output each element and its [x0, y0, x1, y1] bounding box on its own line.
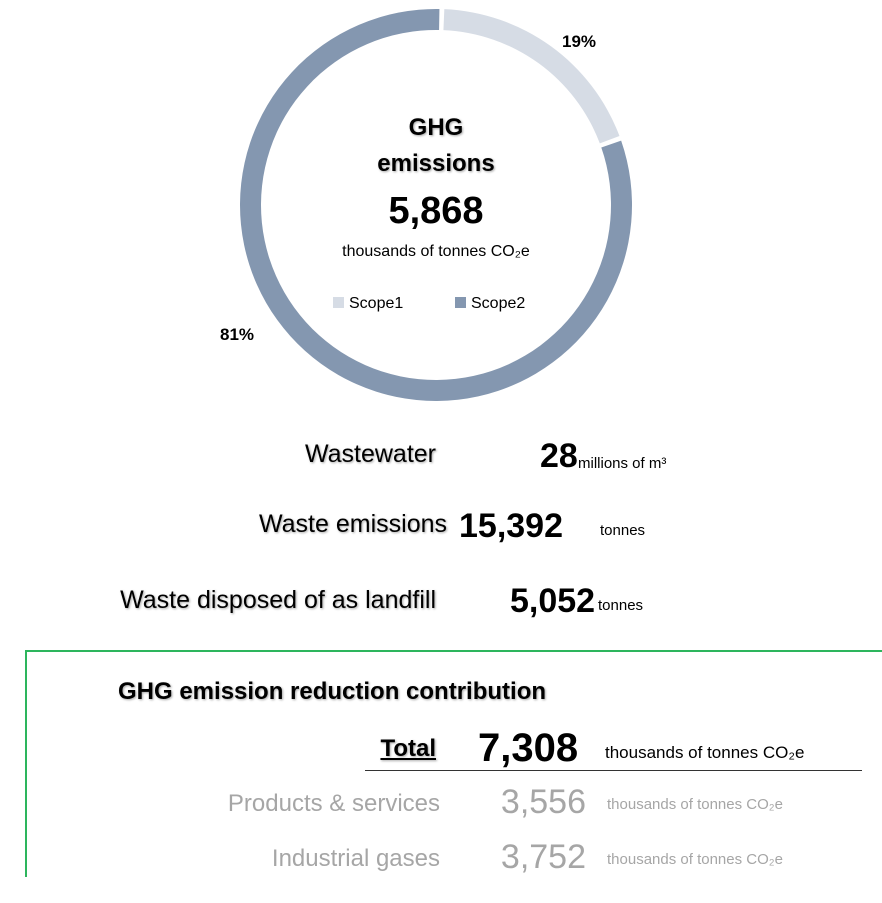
- legend-label: Scope2: [471, 295, 526, 312]
- metric-value: 5,052: [510, 582, 596, 620]
- metric-value: 28: [540, 437, 578, 475]
- metric-unit: millions of m³: [578, 455, 667, 472]
- reduction-title: GHG emission reduction contribution: [118, 678, 547, 705]
- metric-unit: tonnes: [598, 597, 644, 614]
- row-unit: thousands of tonnes CO₂e: [605, 743, 805, 762]
- row-value: 3,752: [500, 838, 586, 876]
- data-label: 81%: [220, 325, 255, 344]
- data-label: 19%: [562, 32, 597, 51]
- metric-label: Waste emissions: [258, 510, 447, 538]
- row-label: Products & services: [227, 790, 440, 817]
- chart-title: GHG emissions: [377, 114, 495, 177]
- donut-segment: [443, 9, 620, 144]
- chart-unit: thousands of tonnes CO₂e: [342, 243, 530, 260]
- metric-label: Waste disposed of as landfill: [120, 586, 436, 614]
- row-label: Total: [380, 735, 436, 762]
- metric-value: 15,392: [459, 507, 563, 545]
- legend-entry: Scope2: [455, 295, 525, 313]
- legend-entry: Scope1: [333, 295, 403, 313]
- row-label: Industrial gases: [271, 845, 440, 872]
- divider: [365, 770, 862, 771]
- metric-label: Wastewater: [304, 440, 436, 468]
- reduction-box: [25, 650, 882, 877]
- row-value: 3,556: [500, 783, 586, 821]
- legend-swatch: [333, 297, 344, 308]
- legend-swatch: [455, 297, 466, 308]
- metric-unit: tonnes: [600, 522, 646, 539]
- donut-chart: [240, 9, 632, 401]
- chart-total: 5,868: [388, 190, 484, 232]
- row-unit: thousands of tonnes CO₂e: [607, 851, 783, 868]
- row-value: 7,308: [478, 726, 579, 770]
- legend-label: Scope1: [349, 295, 404, 312]
- row-unit: thousands of tonnes CO₂e: [607, 796, 783, 813]
